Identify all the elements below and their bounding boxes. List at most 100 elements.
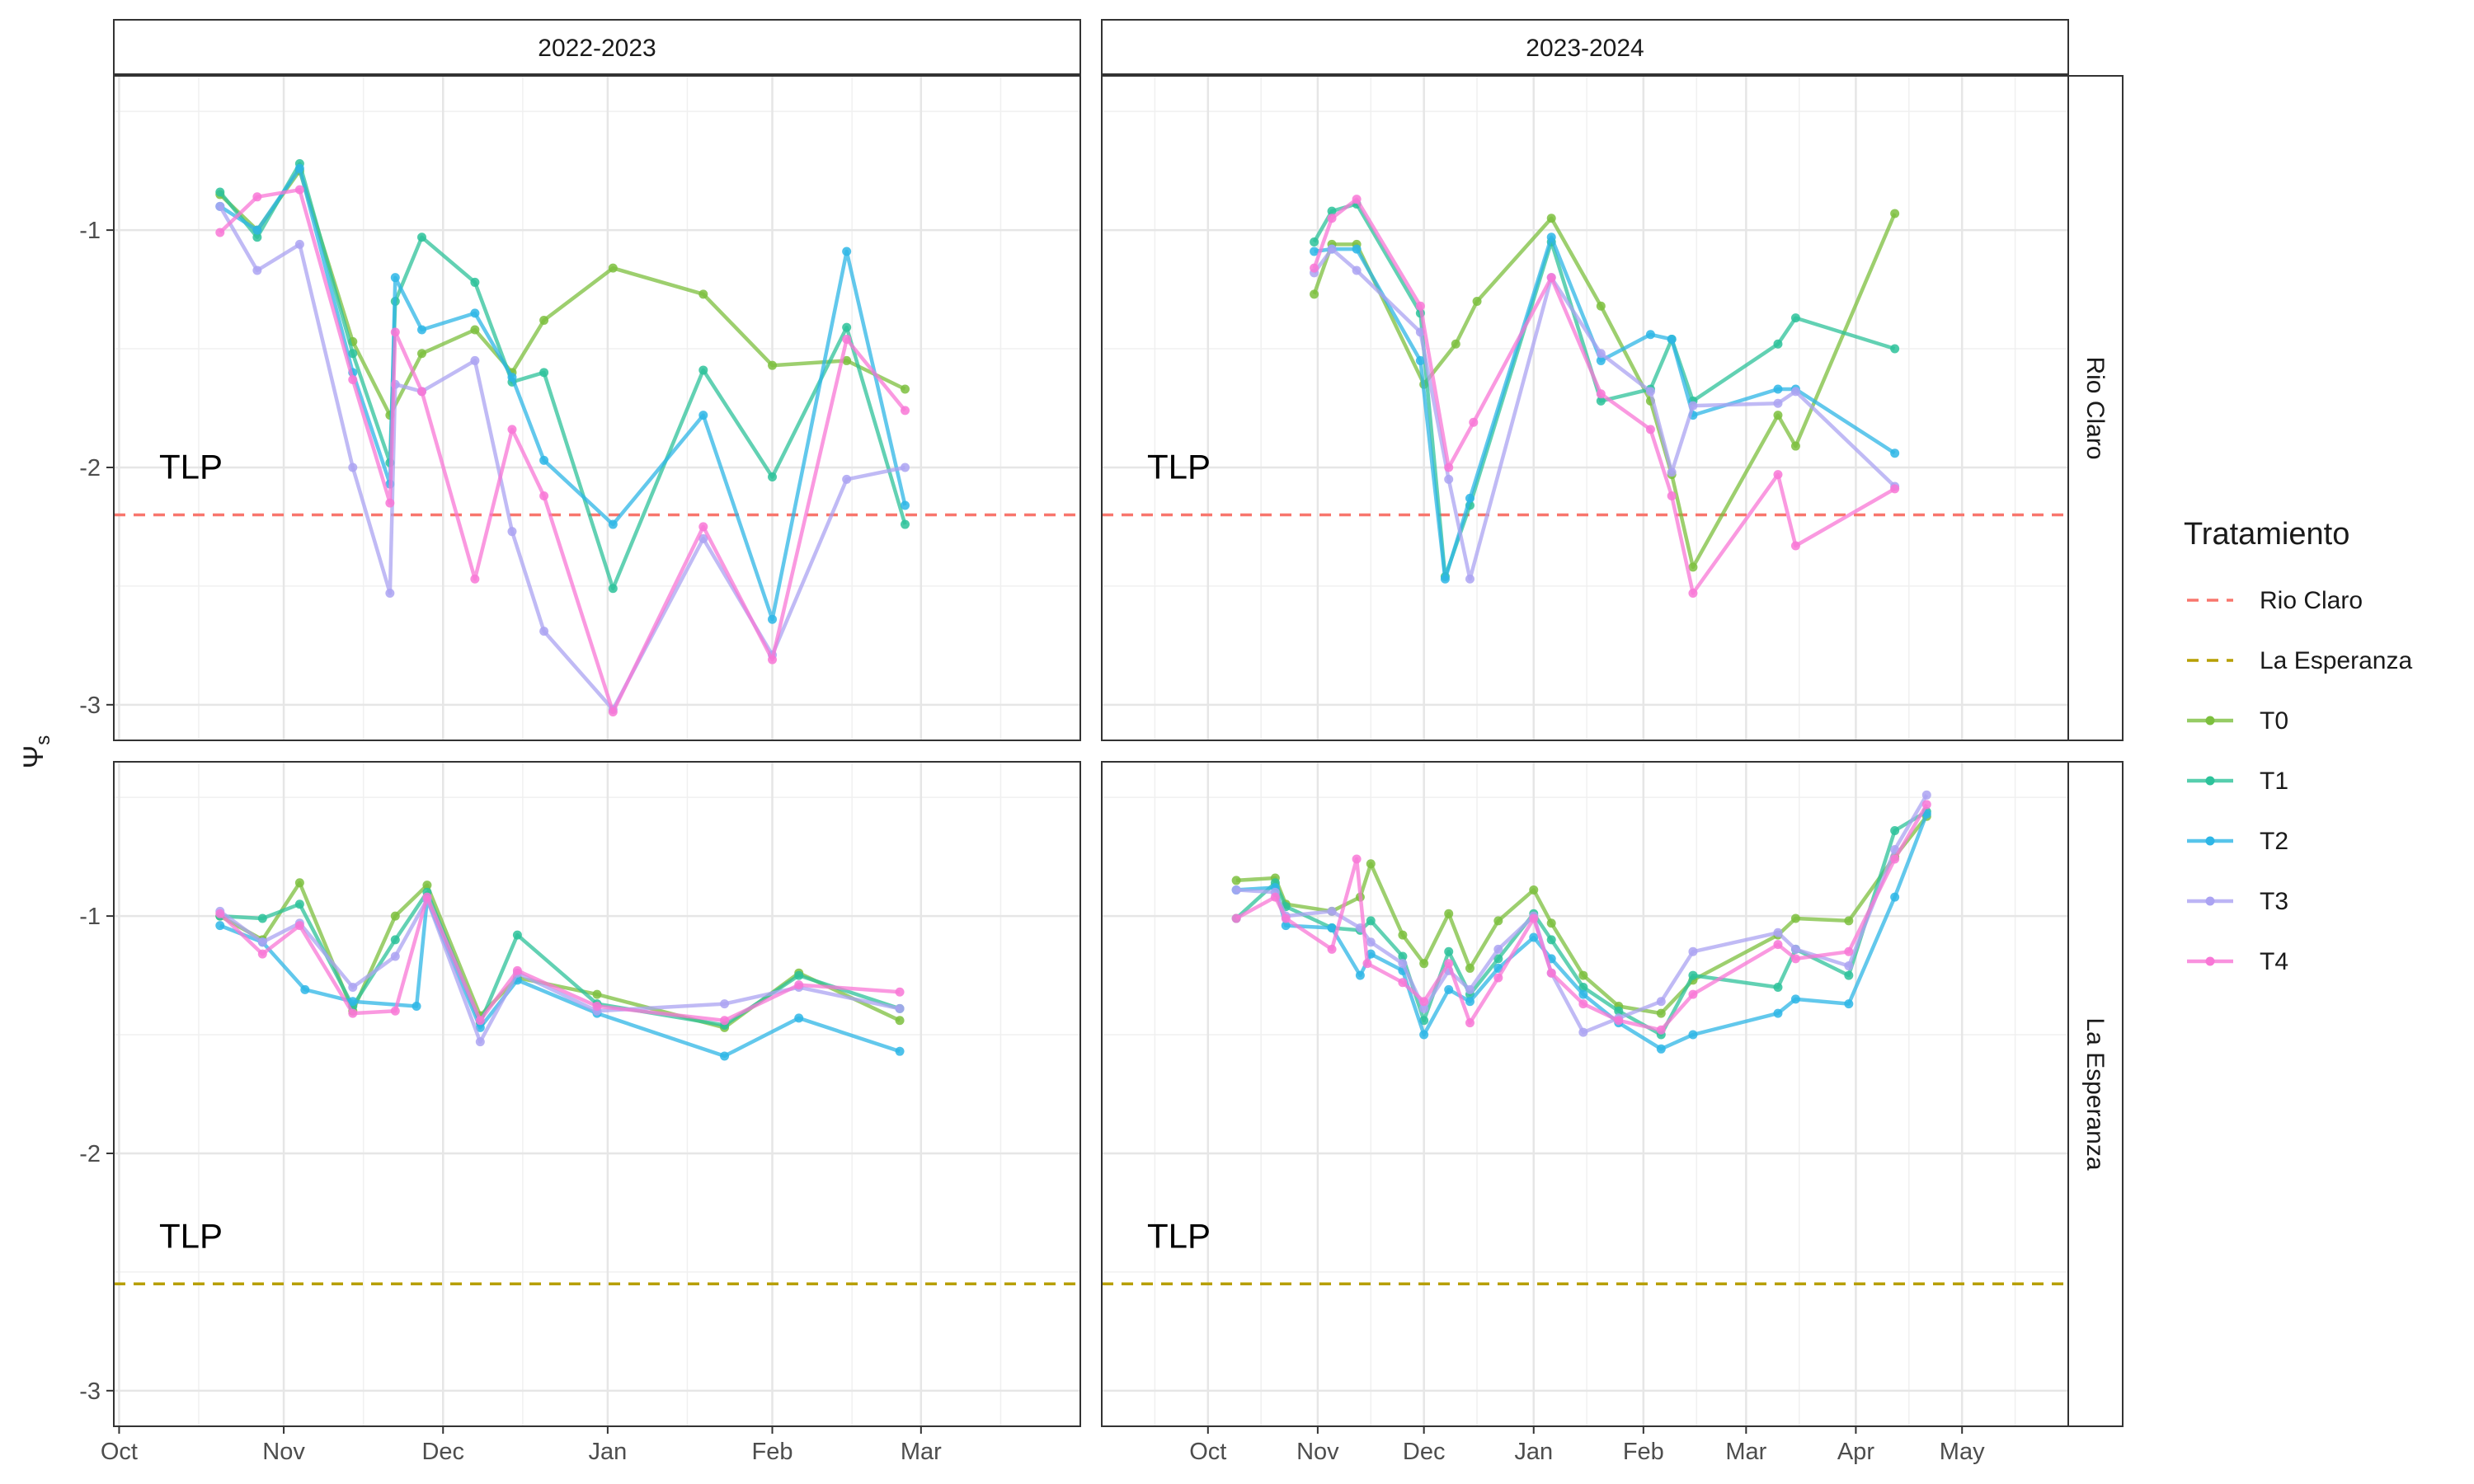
data-point-t4 (390, 327, 400, 337)
panel-la-esperanza-2023-2024: TLP Oct Nov Dec Jan Feb Mar Apr May (1101, 761, 2069, 1465)
data-point-t1 (470, 277, 480, 287)
data-point-t2 (470, 308, 480, 318)
data-point-t2 (1352, 244, 1362, 254)
data-point-t3 (698, 533, 708, 543)
data-point-t0 (416, 349, 426, 359)
data-point-t2 (412, 1001, 421, 1011)
data-point-t2 (720, 1051, 730, 1061)
data-point-t2 (1890, 448, 1900, 458)
data-point-t0 (1419, 959, 1429, 969)
panel-border (1101, 761, 2069, 1427)
tlp-label: TLP (159, 1216, 223, 1255)
x-tick-label: Nov (1296, 1439, 1339, 1465)
x-tick-label: Mar (1725, 1439, 1766, 1465)
data-point-t2 (768, 614, 778, 624)
data-point-t1 (1493, 954, 1503, 964)
data-point-t4 (1578, 999, 1588, 1009)
data-point-t4 (1444, 463, 1454, 472)
data-point-t4 (390, 1006, 400, 1016)
facet-strip-row-1: Rio Claro (2067, 75, 2124, 741)
data-point-t2 (390, 273, 400, 283)
data-point-t1 (1366, 916, 1376, 926)
data-point-t2 (1546, 232, 1556, 242)
data-point-t3 (1444, 474, 1454, 484)
data-point-t4 (1398, 978, 1408, 988)
data-point-t3 (1688, 946, 1698, 956)
data-point-t4 (698, 522, 708, 532)
facet-strip-col-1-label: 2022-2023 (538, 35, 656, 62)
data-point-t2 (416, 325, 426, 335)
data-point-t4 (470, 574, 480, 584)
data-point-t3 (1596, 349, 1606, 359)
y-tick-label: -1 (79, 218, 101, 244)
data-point-t3 (720, 999, 730, 1009)
data-point-t3 (1366, 937, 1376, 947)
legend-label: T0 (2260, 707, 2288, 735)
data-point-t4 (1688, 989, 1698, 999)
series-line-t1 (1235, 810, 1928, 1037)
data-point-t1 (1844, 970, 1854, 980)
series-line-t3 (219, 897, 901, 1044)
data-point-t3 (257, 937, 267, 947)
data-point-t2 (842, 247, 852, 256)
data-point-t4 (422, 892, 432, 902)
data-point-t4 (475, 1016, 485, 1026)
y-axis-title-symbol: Ψ (18, 745, 49, 768)
data-point-t4 (1645, 425, 1655, 434)
x-tick-label: Feb (752, 1439, 793, 1465)
data-point-t0 (1773, 411, 1783, 420)
data-point-t3 (1493, 944, 1503, 954)
x-tick-label: Mar (901, 1439, 942, 1465)
data-point-t0 (539, 315, 549, 325)
facet-strip-col-2-label: 2023-2024 (1526, 35, 1644, 62)
y-axis-title-subscript: s (32, 735, 54, 745)
facet-strip-row-1-label: Rio Claro (2081, 356, 2109, 459)
data-point-t3 (1667, 467, 1677, 477)
x-tick-label: Jan (588, 1439, 627, 1465)
data-point-t4 (1790, 541, 1800, 551)
data-point-t4 (1667, 491, 1677, 501)
data-point-t2 (1281, 921, 1291, 931)
panel-background (1102, 762, 2068, 1426)
data-point-t4 (1614, 1016, 1624, 1026)
data-point-t0 (1656, 1008, 1666, 1018)
data-point-t4 (768, 655, 778, 665)
data-point-t1 (698, 365, 708, 375)
facet-strip-row-2-label: La Esperanza (2081, 1017, 2109, 1170)
data-point-t4 (1231, 913, 1241, 923)
data-point-t0 (1890, 209, 1900, 218)
data-point-t1 (539, 368, 549, 378)
series-line-t3 (1235, 794, 1929, 1035)
data-point-t3 (475, 1037, 485, 1047)
data-point-t2 (1656, 1044, 1666, 1054)
data-point-t4 (416, 387, 426, 397)
data-point-t3 (1465, 574, 1475, 584)
data-point-t2 (1790, 994, 1800, 1004)
data-point-t2 (1529, 932, 1539, 942)
legend-label: La Esperanza (2260, 647, 2412, 674)
data-point-t0 (1465, 963, 1475, 973)
data-point-t2 (1667, 335, 1677, 345)
data-point-t1 (1688, 970, 1698, 980)
series-line-t1 (1312, 202, 1896, 579)
data-point-t4 (294, 921, 304, 931)
data-point-t1 (1614, 1006, 1624, 1016)
data-point-t4 (512, 965, 522, 975)
data-point-t3 (252, 265, 262, 275)
x-tick-label: May (1940, 1439, 1985, 1465)
data-point-t2 (1773, 384, 1783, 394)
x-tick-label: Jan (1514, 1439, 1553, 1465)
data-point-t4 (1465, 1018, 1475, 1028)
y-tick-label: -1 (79, 904, 101, 930)
panel-rio-claro-2022-2023: TLP -1 -2 -3 (79, 75, 1081, 741)
data-point-t0 (698, 289, 708, 299)
data-point-t3 (539, 627, 549, 636)
legend-label: T2 (2260, 828, 2288, 855)
x-tick-label: Apr (1837, 1439, 1874, 1465)
data-point-t4 (1419, 997, 1429, 1007)
data-point-t1 (1327, 206, 1337, 216)
data-point-t0 (1546, 214, 1556, 223)
data-point-t2 (1890, 892, 1900, 902)
panel-border (113, 75, 1081, 741)
data-point-t4 (1327, 214, 1337, 223)
